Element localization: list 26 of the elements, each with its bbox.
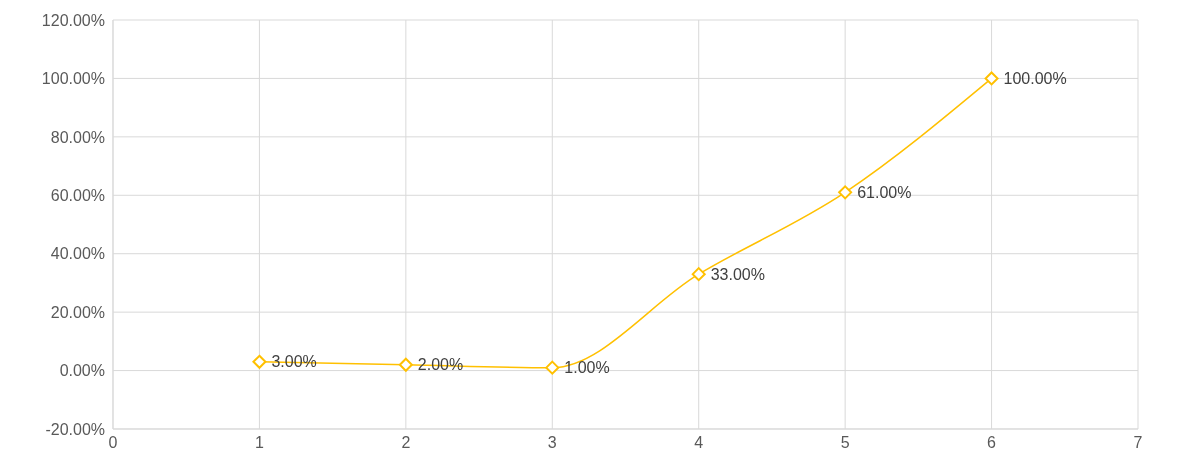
- data-label: 100.00%: [1003, 70, 1067, 88]
- x-tick-label: 6: [987, 434, 997, 452]
- point: [691, 267, 706, 282]
- x-tick-label: 7: [1133, 434, 1143, 452]
- point: [252, 354, 267, 369]
- point: [398, 357, 413, 372]
- x-tick-label: 4: [694, 434, 704, 452]
- point: [984, 71, 999, 86]
- x-tick-label: 2: [401, 434, 411, 452]
- y-tick-label: 100.00%: [41, 70, 105, 88]
- point: [838, 185, 853, 200]
- x-tick-label: 0: [108, 434, 118, 452]
- x-tick-label: 5: [840, 434, 850, 452]
- y-tick-label: 120.00%: [41, 11, 105, 29]
- y-tick-label: 40.00%: [50, 245, 105, 263]
- y-tick-label: 20.00%: [50, 303, 105, 321]
- point: [545, 360, 560, 375]
- y-tick-label: 60.00%: [50, 186, 105, 204]
- y-tick-label: -20.00%: [45, 420, 105, 438]
- y-tick-label: 0.00%: [59, 362, 105, 380]
- y-tick-label: 80.00%: [50, 128, 105, 146]
- data-label: 61.00%: [857, 184, 912, 202]
- x-tick-label: 3: [547, 434, 557, 452]
- data-label: 1.00%: [564, 359, 610, 377]
- data-label: 33.00%: [710, 265, 765, 283]
- x-tick-label: 1: [254, 434, 264, 452]
